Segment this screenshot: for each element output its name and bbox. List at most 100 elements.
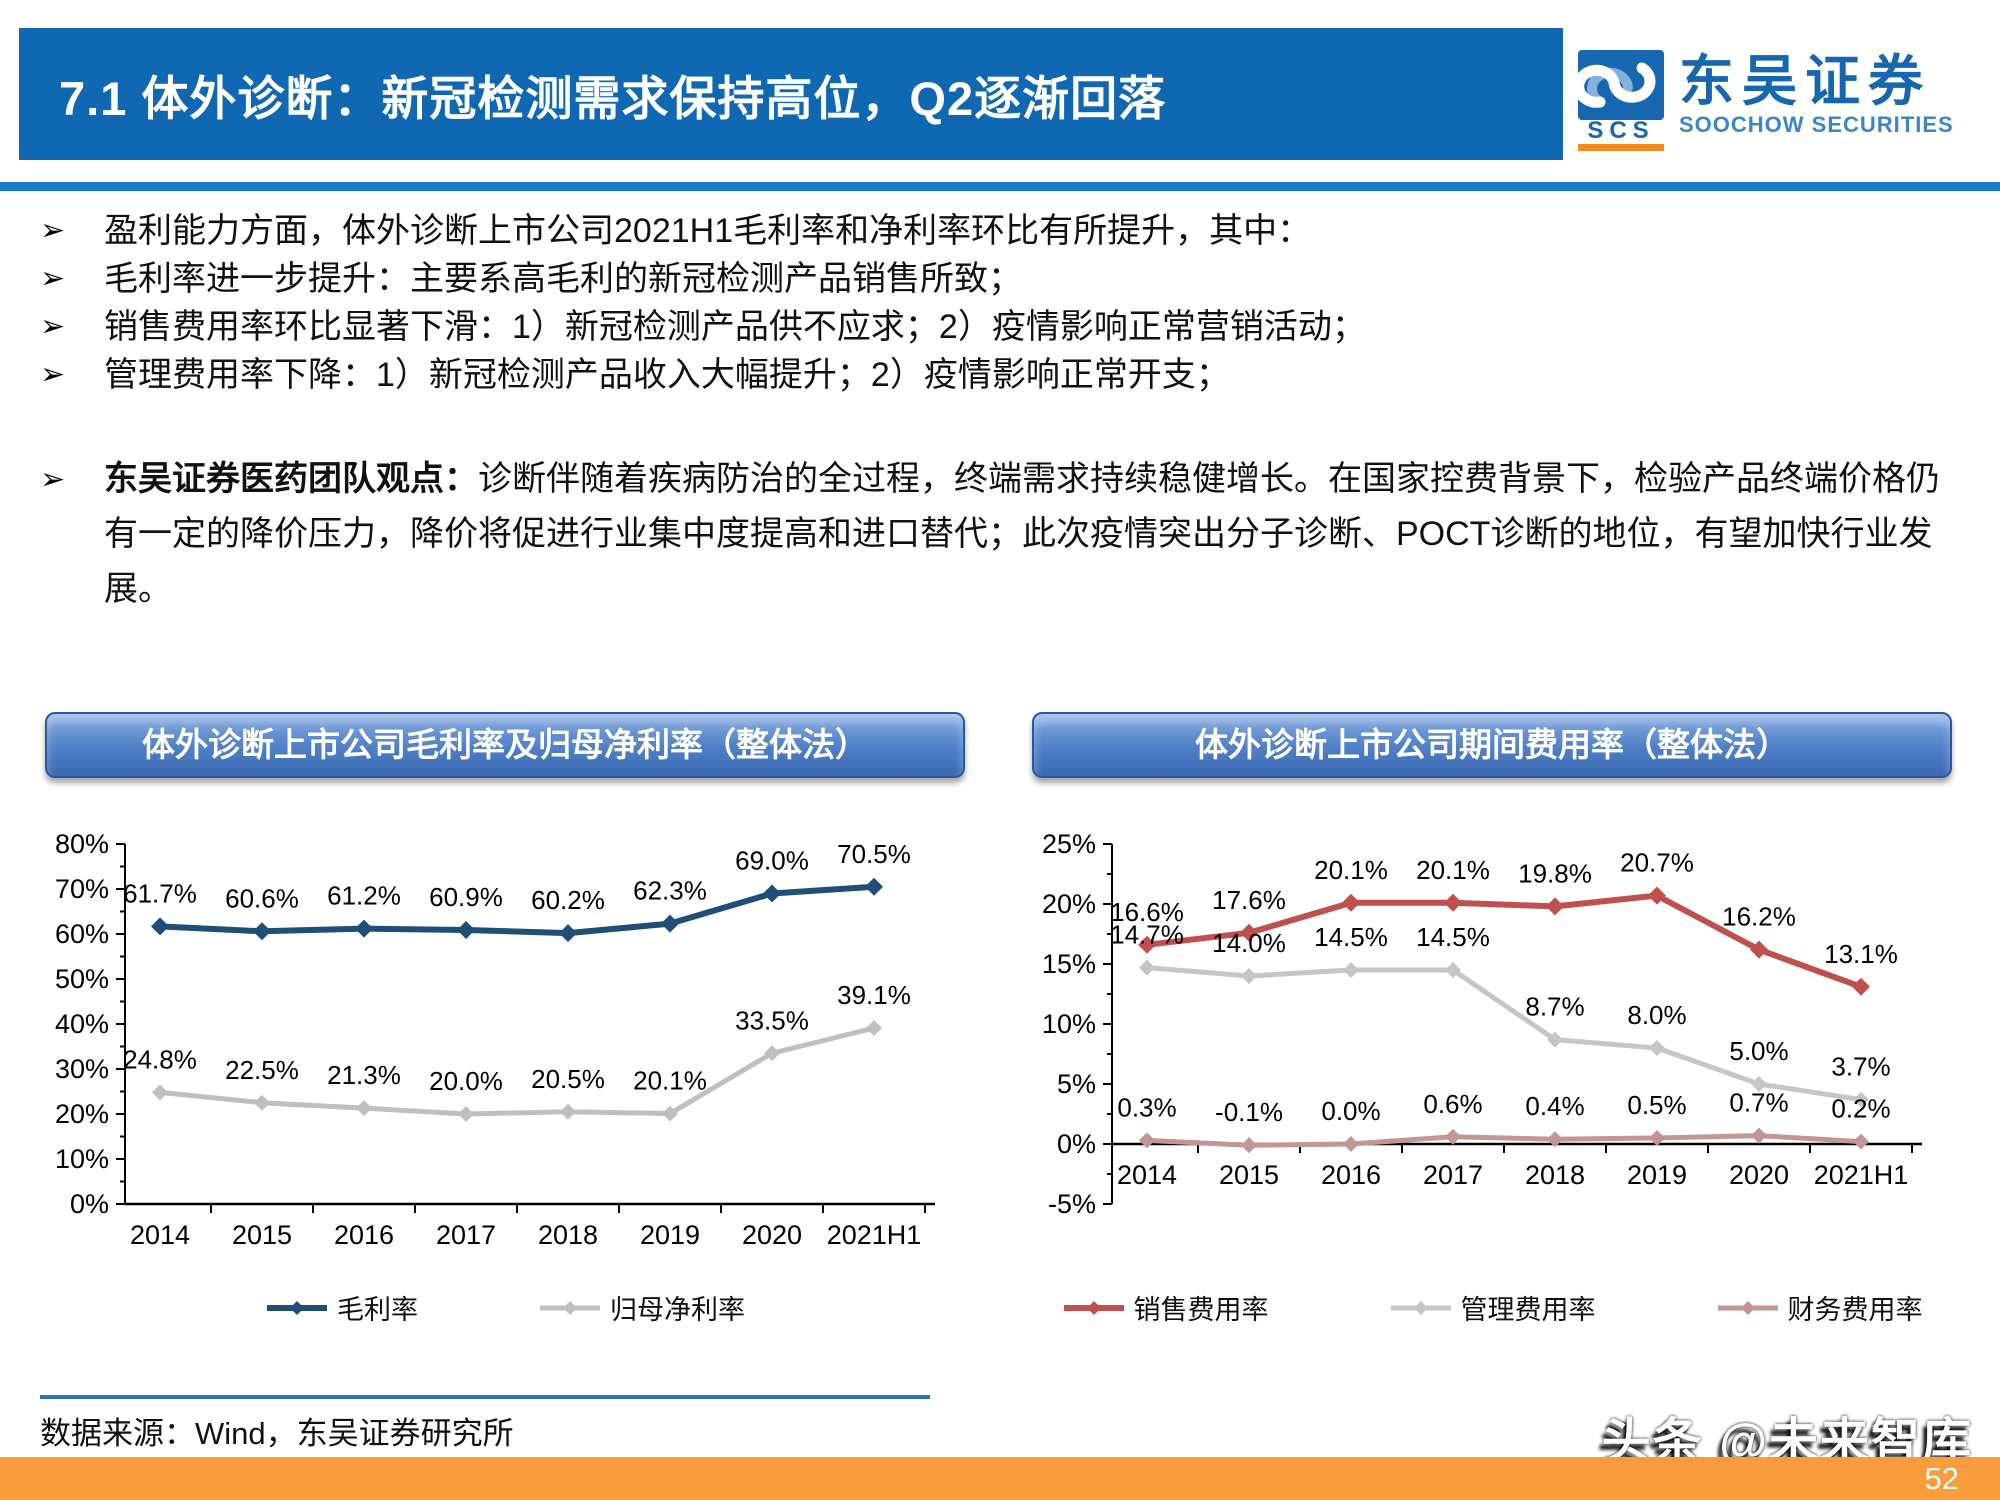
chart-svg: -5%0%5%10%15%20%25%2014 2015 2016 2017 2018 2… (1042, 829, 1922, 1219)
svg-text:-5%: -5% (1048, 1189, 1096, 1219)
bullet-arrow-icon: ➢ (40, 310, 66, 343)
legend-swatch-icon (540, 1300, 600, 1315)
svg-text:60.6%: 60.6% (225, 883, 299, 913)
bullet-arrow-icon: ➢ (40, 214, 66, 247)
svg-text:50%: 50% (55, 964, 109, 994)
chart-title-margins: 体外诊断上市公司毛利率及归母净利率（整体法） (45, 712, 965, 778)
svg-text:62.3%: 62.3% (633, 876, 707, 906)
svg-text:30%: 30% (55, 1054, 109, 1084)
svg-text:2019: 2019 (640, 1220, 700, 1250)
legend-label: 管理费用率 (1460, 1295, 1596, 1325)
legend-label: 财务费用率 (1787, 1295, 1923, 1325)
soochow-emblem-icon (1578, 50, 1664, 120)
expense-line-chart: -5% 0% 5% 10% 15% 20% 25% 2014 2015 2016 2017 2018 2… (1032, 804, 1952, 1327)
data-labels-销售费用率: 16.6% 17.6% 20.1% 20.1% 19.8% 20.7% 16.2% 13.1% (1110, 848, 1898, 969)
svg-text:24.8%: 24.8% (123, 1044, 197, 1074)
svg-text:60.2%: 60.2% (531, 885, 605, 915)
svg-text:0.7%: 0.7% (1729, 1088, 1788, 1118)
margin-line-chart: 0% 10% 20% 30% 40% 50% 60% 70% 80% 2014 2015 2016 20… (45, 804, 965, 1327)
chart-legend: 毛利率 归母净利率 (45, 1288, 965, 1327)
logo-abbr: SCS (1587, 117, 1655, 144)
svg-text:61.7%: 61.7% (123, 878, 197, 908)
bullet-arrow-icon: ➢ (40, 358, 66, 391)
svg-text:14.5%: 14.5% (1314, 922, 1388, 952)
svg-text:14.7%: 14.7% (1110, 920, 1184, 950)
svg-text:39.1%: 39.1% (837, 980, 911, 1010)
svg-text:-0.1%: -0.1% (1215, 1097, 1283, 1127)
opinion-paragraph: ➢ 东吴证券医药团队观点：诊断伴随着疾病防治的全过程，终端需求持续稳健增长。在国… (40, 452, 1965, 617)
legend-item-销售费用率: 销售费用率 (1062, 1288, 1269, 1327)
series-归母净利率 (152, 1020, 882, 1122)
logo-text: 东吴证券 SOOCHOW SECURITIES (1679, 50, 1954, 154)
svg-text:2016: 2016 (334, 1220, 394, 1250)
page-number: 52 (1924, 1461, 1959, 1496)
legend-swatch-icon (267, 1300, 327, 1315)
data-labels-归母净利率: 24.8% 22.5% 21.3% 20.0% 20.5% 20.1% 33.5% 39.1% (123, 980, 911, 1096)
svg-text:33.5%: 33.5% (735, 1005, 809, 1035)
svg-text:2015: 2015 (232, 1220, 292, 1250)
svg-text:25%: 25% (1042, 829, 1096, 859)
svg-text:2014: 2014 (1117, 1160, 1177, 1190)
svg-text:60%: 60% (55, 919, 109, 949)
svg-text:70%: 70% (55, 874, 109, 904)
svg-text:2021H1: 2021H1 (827, 1220, 922, 1250)
bullet-text: 毛利率进一步提升：主要系高毛利的新冠检测产品销售所致； (104, 260, 1022, 298)
bullet-item: ➢ 销售费用率环比显著下滑：1）新冠检测产品供不应求；2）疫情影响正常营销活动； (40, 303, 1970, 351)
y-axis-labels: 0% 10% 20% 30% 40% 50% 60% 70% 80% (55, 829, 109, 1219)
svg-text:2015: 2015 (1219, 1160, 1279, 1190)
svg-text:2020: 2020 (742, 1220, 802, 1250)
page-title: 7.1 体外诊断：新冠检测需求保持高位，Q2逐渐回落 (59, 71, 1167, 125)
bottom-bar: 52 (0, 1457, 2000, 1500)
x-axis-labels: 2014 2015 2016 2017 2018 2019 2020 2021H1 (1117, 1160, 1908, 1190)
legend-swatch-icon (1063, 1300, 1124, 1315)
svg-text:19.8%: 19.8% (1518, 858, 1592, 888)
bullet-item: ➢ 毛利率进一步提升：主要系高毛利的新冠检测产品销售所致； (40, 255, 1970, 303)
svg-text:10%: 10% (1042, 1009, 1096, 1039)
legend-item-管理费用率: 管理费用率 (1389, 1288, 1596, 1327)
svg-text:20.1%: 20.1% (1314, 855, 1388, 885)
chart-legend: 销售费用率 管理费用率 财务费用率 (1032, 1288, 1952, 1327)
legend-label: 毛利率 (337, 1295, 418, 1325)
header-divider (0, 182, 2000, 191)
data-labels-毛利率: 61.7% 60.6% 61.2% 60.9% 60.2% 62.3% 69.0% 70.5% (123, 839, 911, 915)
svg-text:15%: 15% (1042, 949, 1096, 979)
footer-divider (40, 1395, 930, 1399)
svg-text:80%: 80% (55, 829, 109, 859)
svg-text:16.2%: 16.2% (1722, 902, 1796, 932)
svg-text:13.1%: 13.1% (1824, 939, 1898, 969)
x-axis-labels: 2014 2015 2016 2017 2018 2019 2020 2021H1 (130, 1220, 921, 1250)
series-销售费用率 (1138, 886, 1870, 996)
svg-text:16.6%: 16.6% (1110, 897, 1184, 927)
data-source: 数据来源：Wind，东吴证券研究所 (40, 1416, 514, 1451)
svg-text:5%: 5% (1057, 1069, 1096, 1099)
svg-text:2020: 2020 (1729, 1160, 1789, 1190)
bullet-item: ➢ 盈利能力方面，体外诊断上市公司2021H1毛利率和净利率环比有所提升，其中： (40, 207, 1970, 255)
svg-text:8.7%: 8.7% (1525, 992, 1584, 1022)
opinion-text-block: 东吴证券医药团队观点：诊断伴随着疾病防治的全过程，终端需求持续稳健增长。在国家控… (104, 452, 1965, 617)
svg-text:20.1%: 20.1% (1416, 855, 1490, 885)
bullet-item: ➢ 管理费用率下降：1）新冠检测产品收入大幅提升；2）疫情影响正常开支； (40, 351, 1970, 399)
logo-emblem-column: SCS (1577, 50, 1665, 154)
svg-text:2017: 2017 (1423, 1160, 1483, 1190)
svg-text:2021H1: 2021H1 (1814, 1160, 1909, 1190)
svg-text:0.4%: 0.4% (1525, 1091, 1584, 1121)
logo-en-text: SOOCHOW SECURITIES (1679, 112, 1954, 137)
legend-label: 销售费用率 (1133, 1295, 1269, 1325)
legend-swatch-icon (1390, 1300, 1451, 1315)
chart-svg: 0%10%20%30%40%50%60%70%80%2014 2015 2016 20… (55, 829, 935, 1250)
bullet-text: 销售费用率环比显著下滑：1）新冠检测产品供不应求；2）疫情影响正常营销活动； (104, 308, 1366, 346)
svg-text:20.0%: 20.0% (429, 1066, 503, 1096)
bullet-arrow-icon: ➢ (40, 262, 66, 295)
svg-text:0%: 0% (1057, 1129, 1096, 1159)
legend-swatch-icon (1717, 1300, 1778, 1315)
svg-text:69.0%: 69.0% (735, 846, 809, 876)
chart-title-expense: 体外诊断上市公司期间费用率（整体法） (1032, 712, 1952, 778)
svg-text:14.0%: 14.0% (1212, 928, 1286, 958)
bullet-list: ➢ 盈利能力方面，体外诊断上市公司2021H1毛利率和净利率环比有所提升，其中：… (40, 207, 1970, 399)
svg-text:20%: 20% (55, 1099, 109, 1129)
svg-text:14.5%: 14.5% (1416, 922, 1490, 952)
svg-text:0.0%: 0.0% (1321, 1096, 1380, 1126)
svg-text:20%: 20% (1042, 889, 1096, 919)
legend-item-财务费用率: 财务费用率 (1716, 1288, 1923, 1327)
svg-text:17.6%: 17.6% (1212, 885, 1286, 915)
